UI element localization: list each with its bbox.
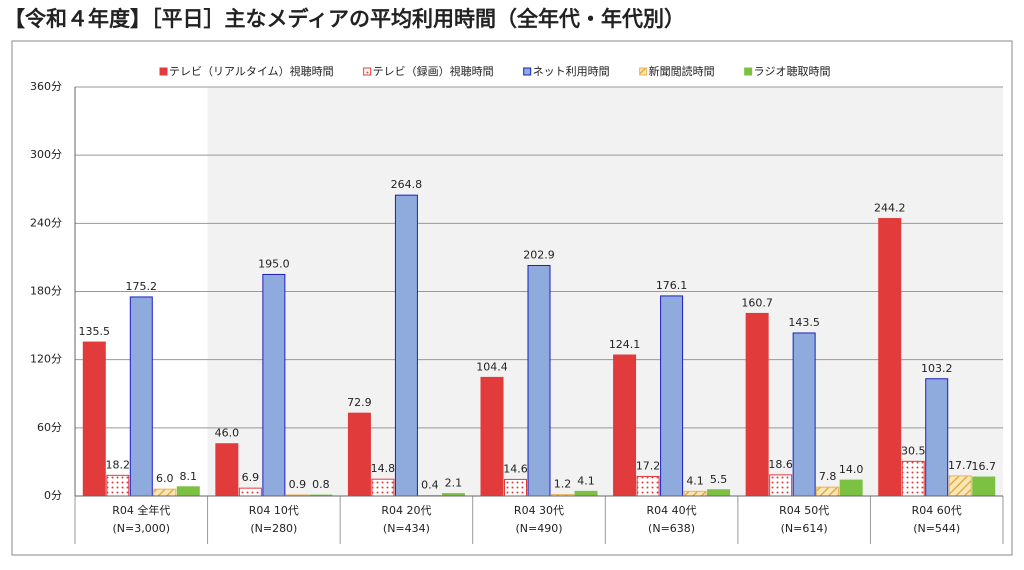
x-tick-label: R04 20代: [381, 504, 431, 517]
bar: [238, 487, 262, 497]
legend-label: ラジオ聴取時間: [754, 65, 831, 78]
bar: [816, 486, 840, 497]
bar: [504, 478, 527, 497]
value-label: 4.1: [577, 474, 595, 487]
bar: [82, 341, 106, 497]
bar: [636, 475, 660, 497]
x-tick-sample: (N=490): [515, 522, 562, 535]
bar: [574, 490, 598, 497]
value-label: 72.9: [347, 396, 372, 409]
y-tick-label: 180分: [30, 285, 62, 298]
x-tick-label: R04 60代: [912, 504, 962, 517]
value-label: 14.6: [503, 462, 528, 475]
x-tick-sample: (N=3,000): [113, 522, 171, 535]
value-label: 104.4: [476, 360, 508, 373]
x-tick-label: R04 30代: [514, 504, 564, 517]
value-label: 0.4: [421, 479, 439, 492]
legend-label: 新聞閲読時間: [649, 64, 715, 78]
value-label: 2.1: [445, 477, 463, 490]
bar: [153, 488, 177, 497]
bar: [745, 312, 769, 497]
value-label: 124.1: [609, 338, 641, 351]
bar: [948, 475, 972, 497]
value-label: 160.7: [741, 296, 773, 309]
y-tick-label: 60分: [37, 421, 62, 434]
x-tick-sample: (N=638): [648, 522, 695, 535]
bar: [901, 460, 925, 497]
value-label: 176.1: [656, 279, 688, 292]
bar: [394, 194, 418, 497]
bar: [480, 376, 504, 497]
bar: [972, 476, 996, 497]
chart-border: [11, 40, 1013, 556]
x-tick-sample: (N=614): [781, 522, 828, 535]
legend-label: テレビ（リアルタイム）視聴時間: [169, 64, 334, 78]
bar: [683, 490, 707, 497]
bar: [839, 479, 863, 497]
value-label: 14.0: [839, 463, 864, 476]
value-label: 17.2: [636, 459, 661, 472]
y-tick-label: 360分: [30, 80, 62, 93]
value-label: 4.1: [686, 474, 704, 487]
x-tick-label: R04 10代: [249, 504, 299, 517]
value-label: 135.5: [79, 325, 111, 338]
value-label: 14.8: [371, 462, 396, 475]
bar: [707, 489, 731, 497]
value-label: 202.9: [523, 248, 555, 261]
value-label: 16.7: [971, 460, 996, 473]
chart-title: 【令和４年度】［平日］主なメディアの平均利用時間（全年代・年代別）: [4, 7, 685, 31]
bar: [347, 412, 371, 497]
bar: [215, 443, 239, 497]
value-label: 30.5: [901, 444, 926, 457]
legend-label: ネット利用時間: [533, 65, 610, 78]
value-label: 175.2: [126, 280, 158, 293]
x-tick-sample: (N=280): [250, 522, 297, 535]
x-tick-label: R04 全年代: [112, 503, 170, 517]
legend-label: テレビ（録画）視聴時間: [373, 64, 494, 78]
y-tick-label: 240分: [30, 216, 62, 229]
y-tick-label: 0分: [44, 489, 62, 502]
legend-swatch: [523, 67, 532, 76]
value-label: 5.5: [710, 473, 728, 486]
value-label: 6.0: [156, 472, 174, 485]
bar: [106, 474, 130, 497]
bar: [878, 218, 902, 497]
x-tick-label: R04 50代: [779, 504, 829, 517]
value-label: 103.2: [921, 362, 953, 375]
bar: [792, 332, 816, 497]
x-tick-sample: (N=544): [913, 522, 960, 535]
legend-swatch: [744, 67, 753, 76]
value-label: 18.2: [106, 458, 131, 471]
value-label: 0.8: [312, 478, 330, 491]
y-tick-label: 300分: [30, 148, 62, 161]
value-label: 244.2: [874, 202, 906, 215]
value-label: 143.5: [788, 316, 820, 329]
value-label: 6.9: [242, 471, 260, 484]
value-label: 8.1: [180, 470, 198, 483]
bar: [371, 478, 395, 497]
y-tick-label: 120分: [30, 353, 62, 366]
value-label: 0.9: [289, 478, 307, 491]
value-label: 1.2: [554, 478, 572, 491]
value-label: 46.0: [215, 427, 240, 440]
value-label: 7.8: [819, 470, 837, 483]
bar: [660, 295, 684, 497]
legend-swatch: [363, 67, 372, 76]
x-tick-label: R04 40代: [647, 504, 697, 517]
legend-swatch: [159, 67, 168, 76]
bar: [527, 264, 551, 497]
x-tick-sample: (N=434): [383, 522, 430, 535]
bar: [925, 378, 949, 497]
value-label: 195.0: [258, 257, 290, 270]
bar: [769, 474, 793, 497]
legend-swatch: [639, 67, 648, 76]
bar: [176, 486, 200, 497]
bar: [613, 354, 637, 497]
value-label: 264.8: [391, 178, 423, 191]
value-label: 18.6: [768, 458, 793, 471]
bar: [262, 273, 286, 497]
value-label: 17.7: [948, 459, 973, 472]
bar: [129, 296, 153, 497]
